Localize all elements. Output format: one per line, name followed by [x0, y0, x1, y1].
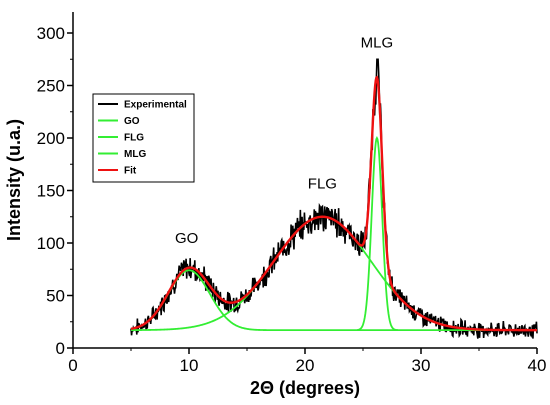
peak-label-mlg: MLG — [361, 35, 394, 52]
legend-label: Experimental — [124, 100, 187, 111]
x-tick-label: 0 — [68, 356, 77, 375]
y-tick-label: 0 — [56, 339, 65, 358]
x-tick-label: 40 — [528, 356, 547, 375]
legend: Experimental GO FLG MLG Fit — [92, 93, 195, 183]
x-tick-label: 10 — [180, 356, 199, 375]
x-axis-title: 2Θ (degrees) — [250, 378, 360, 398]
peak-label-go: GO — [175, 230, 198, 247]
plot-curves — [130, 58, 538, 339]
legend-label: FLG — [124, 133, 144, 144]
x-tick-label: 20 — [296, 356, 315, 375]
peak-label-flg: FLG — [308, 175, 337, 192]
y-tick-label: 100 — [37, 234, 65, 253]
y-tick-label: 50 — [46, 287, 65, 306]
peak-annotations: GO FLG MLG — [175, 35, 393, 247]
y-tick-label: 250 — [37, 77, 65, 96]
y-tick-label: 200 — [37, 129, 65, 148]
y-tick-label: 300 — [37, 24, 65, 43]
legend-label: Fit — [124, 166, 137, 177]
y-axis-title: Intensity (u.a.) — [4, 119, 24, 241]
x-tick-label: 30 — [412, 356, 431, 375]
plot-axes: 0 10 20 30 40 0 50 100 150 200 250 300 — [37, 12, 547, 375]
mlg-component-line — [357, 135, 398, 331]
y-tick-label: 150 — [37, 182, 65, 201]
legend-label: GO — [124, 116, 140, 127]
fit-line — [130, 75, 537, 332]
legend-label: MLG — [124, 149, 146, 160]
